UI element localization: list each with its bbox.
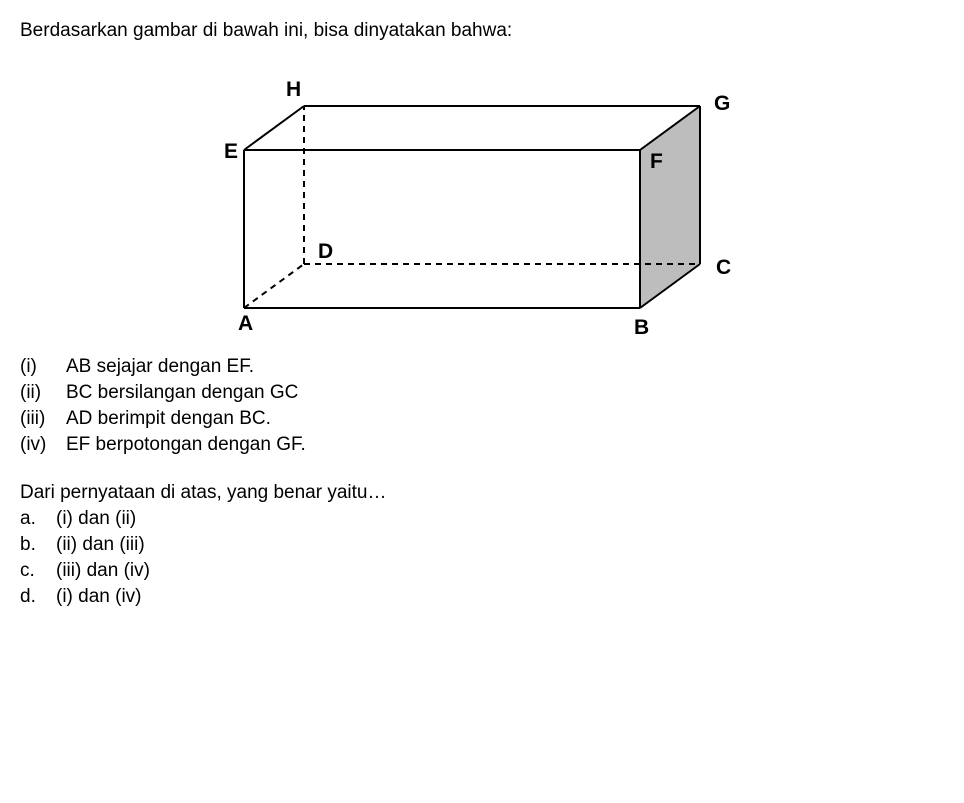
statement-number: (i) (20, 356, 66, 378)
vertex-label-B: B (634, 316, 649, 339)
statement-row: (iii)AD berimpit dengan BC. (20, 408, 944, 430)
edge-AD (244, 264, 304, 308)
statement-list: (i)AB sejajar dengan EF.(ii)BC bersilang… (20, 356, 944, 456)
prism-diagram-container: A B C D E F G H (20, 50, 944, 350)
statement-text: AB sejajar dengan EF. (66, 356, 254, 378)
option-text: (i) dan (ii) (56, 508, 136, 530)
statement-number: (iv) (20, 434, 66, 456)
option-letter: a. (20, 508, 56, 530)
option-text: (iii) dan (iv) (56, 560, 150, 582)
shaded-face (640, 106, 700, 308)
option-row[interactable]: d.(i) dan (iv) (20, 586, 944, 608)
answer-options: a.(i) dan (ii)b.(ii) dan (iii)c.(iii) da… (20, 508, 944, 608)
option-letter: d. (20, 586, 56, 608)
option-letter: b. (20, 534, 56, 556)
vertex-label-A: A (238, 312, 253, 335)
option-row[interactable]: a.(i) dan (ii) (20, 508, 944, 530)
vertex-label-F: F (650, 150, 663, 173)
option-row[interactable]: c.(iii) dan (iv) (20, 560, 944, 582)
statement-text: AD berimpit dengan BC. (66, 408, 271, 430)
statement-text: BC bersilangan dengan GC (66, 382, 298, 404)
statement-row: (iv)EF berpotongan dengan GF. (20, 434, 944, 456)
vertex-label-G: G (714, 92, 730, 115)
statement-row: (ii)BC bersilangan dengan GC (20, 382, 944, 404)
vertex-label-H: H (286, 78, 301, 101)
vertex-label-C: C (716, 256, 731, 279)
vertex-label-D: D (318, 240, 333, 263)
option-letter: c. (20, 560, 56, 582)
follow-up-question: Dari pernyataan di atas, yang benar yait… (20, 482, 944, 504)
option-text: (i) dan (iv) (56, 586, 142, 608)
statement-text: EF berpotongan dengan GF. (66, 434, 306, 456)
option-row[interactable]: b.(ii) dan (iii) (20, 534, 944, 556)
statement-number: (ii) (20, 382, 66, 404)
vertex-label-E: E (224, 140, 238, 163)
prism-diagram: A B C D E F G H (200, 50, 760, 350)
statement-row: (i)AB sejajar dengan EF. (20, 356, 944, 378)
statement-number: (iii) (20, 408, 66, 430)
edge-HE (244, 106, 304, 150)
option-text: (ii) dan (iii) (56, 534, 145, 556)
question-stem: Berdasarkan gambar di bawah ini, bisa di… (20, 20, 944, 42)
